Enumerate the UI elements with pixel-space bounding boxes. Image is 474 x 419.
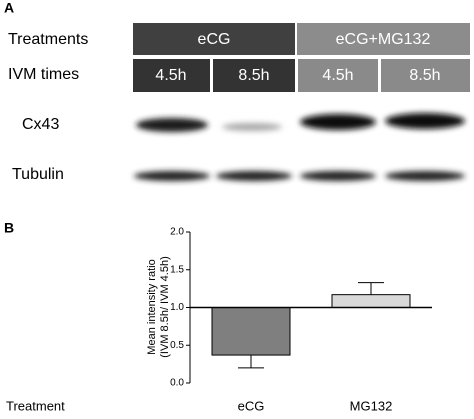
blot-band [385, 113, 465, 129]
y-tick-label: 0.0 [170, 378, 184, 389]
treatment-label: eCG [198, 31, 231, 48]
treatment-label: eCG+MG132 [336, 31, 431, 48]
header-box [133, 23, 295, 55]
y-axis-title-line: (IVM 8.5h/ IVM 4.5h) [159, 256, 171, 357]
x-axis-title: Treatment [6, 398, 65, 413]
row-header: IVM times [8, 66, 79, 83]
blot-band [136, 118, 208, 132]
header-box [298, 59, 378, 92]
panel-label: B [4, 220, 14, 236]
blot-band [222, 123, 282, 131]
y-tick-label: 1.5 [170, 264, 184, 275]
row-header: Tubulin [12, 166, 64, 183]
y-axis-title: Mean intensity ratio (IVM 8.5h/ IVM 4.5h… [146, 256, 171, 357]
header-box [213, 59, 295, 92]
blot-band [300, 171, 376, 181]
time-label: 8.5h [409, 67, 440, 84]
time-label: 4.5h [155, 67, 186, 84]
row-header: Cx43 [22, 116, 59, 133]
y-axis-title-line: Mean intensity ratio [146, 259, 158, 354]
row-header: Treatments [8, 31, 88, 48]
x-tick-label: eCG [238, 398, 265, 413]
blot-band [134, 171, 210, 181]
y-tick-label: 2.0 [170, 227, 184, 238]
header-box [297, 23, 470, 55]
y-tick-label: 1.0 [170, 302, 184, 313]
blot-band [385, 171, 465, 181]
blot-bands [134, 113, 465, 181]
panel-label: A [4, 0, 14, 16]
blot-band [216, 171, 292, 181]
y-tick-label: 0.5 [170, 340, 184, 351]
x-tick-label: MG132 [350, 398, 393, 413]
header-box [133, 59, 210, 92]
header-box [381, 59, 470, 92]
time-label: 4.5h [322, 67, 353, 84]
bar [211, 307, 291, 356]
blot-band [300, 114, 376, 130]
bar [331, 294, 411, 309]
time-label: 8.5h [238, 67, 269, 84]
